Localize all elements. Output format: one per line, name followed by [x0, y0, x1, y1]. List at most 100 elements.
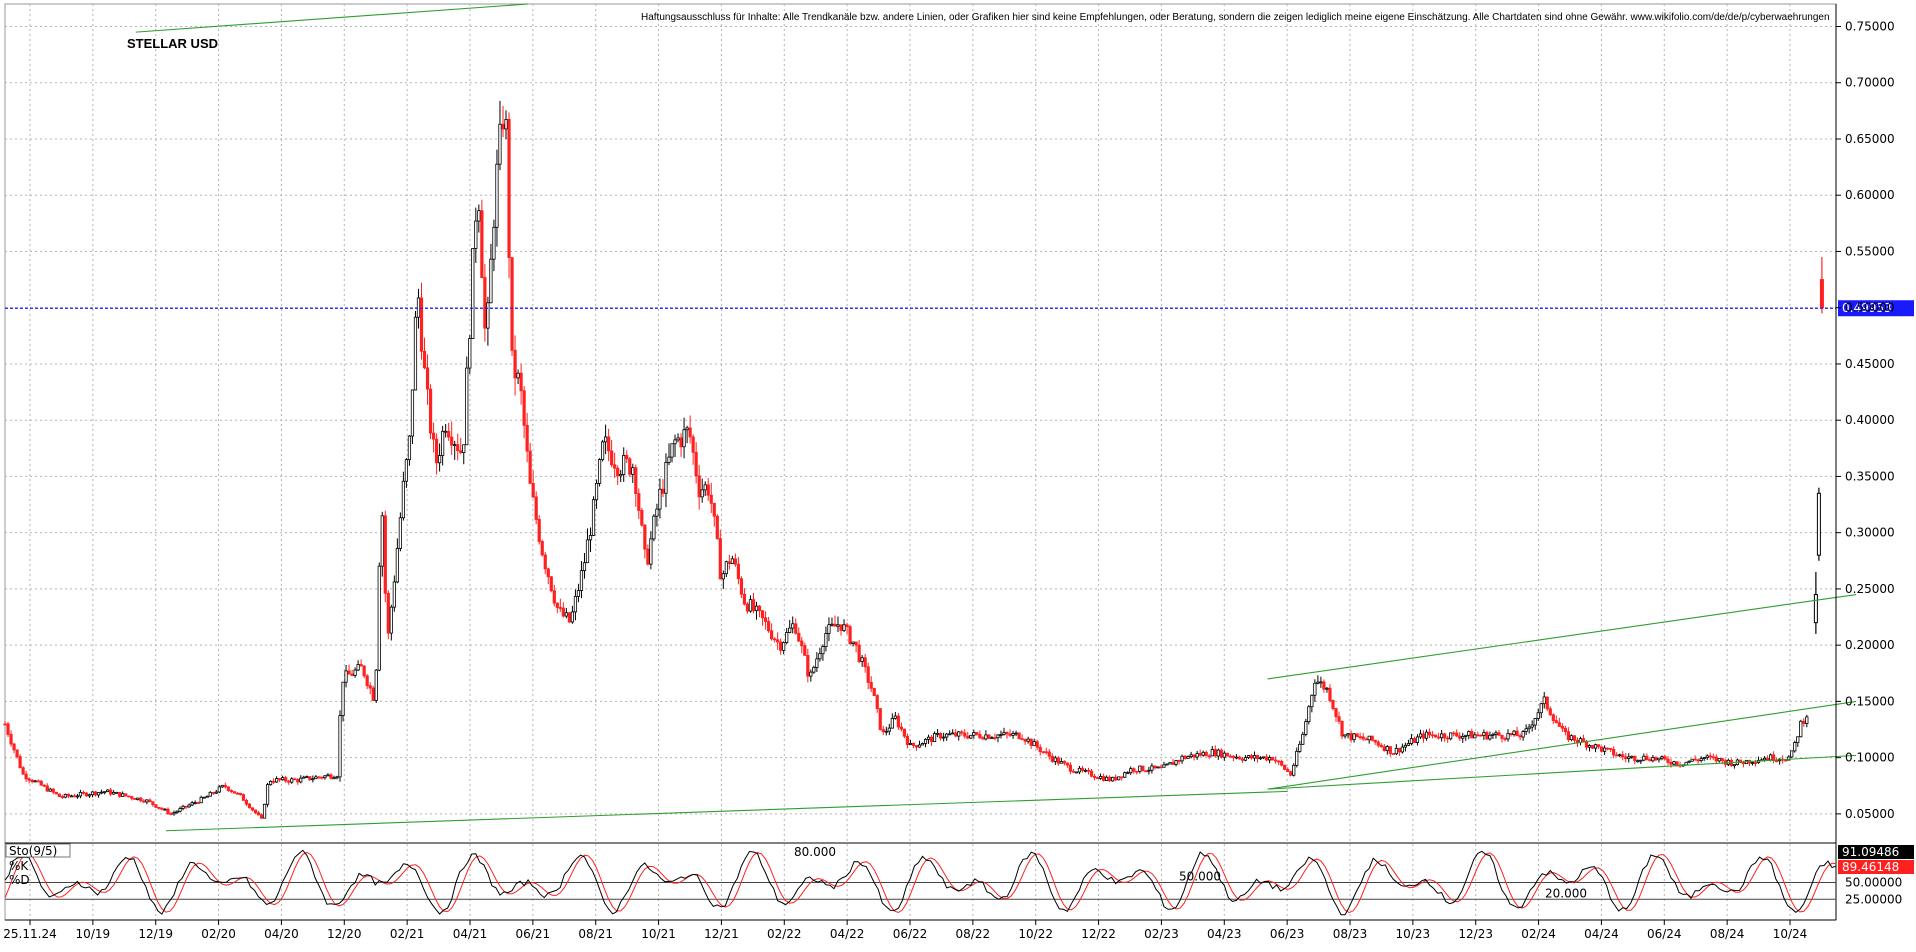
- candle-body: [48, 788, 52, 792]
- candle-body: [1409, 738, 1414, 744]
- candle-body: [1784, 759, 1788, 762]
- candle-body: [1234, 756, 1238, 759]
- candle-body: [1542, 696, 1546, 705]
- candle-body: [474, 220, 478, 249]
- candle-body: [30, 779, 34, 783]
- stoch-inline-label: 20.000: [1545, 886, 1587, 900]
- candle-body: [1105, 776, 1109, 781]
- candle-body: [1219, 749, 1223, 758]
- candle-body: [265, 784, 270, 805]
- candle-body: [1186, 756, 1190, 759]
- candle-body: [887, 727, 891, 732]
- candle-body: [160, 807, 164, 810]
- candle-body: [347, 670, 351, 675]
- candle-body: [462, 444, 466, 453]
- candle-body: [1089, 770, 1094, 777]
- candle-body: [999, 734, 1003, 736]
- candle-body: [486, 302, 490, 329]
- candle-body: [649, 538, 653, 565]
- price-candles: [3, 100, 1824, 819]
- candle-body: [1750, 762, 1755, 764]
- candle-body: [1382, 746, 1386, 751]
- candle-body: [154, 804, 158, 808]
- candle-body: [1014, 732, 1018, 735]
- candle-body: [1159, 766, 1163, 769]
- candle-body: [18, 756, 22, 769]
- candle-body: [413, 316, 418, 391]
- candle-body: [1732, 764, 1736, 767]
- candle-body: [709, 494, 713, 504]
- candle-body: [1491, 733, 1495, 736]
- trend-line: [135, 3, 529, 33]
- y-tick-label: 0.70000: [1845, 76, 1895, 90]
- candle-body: [1705, 755, 1709, 759]
- candle-body: [646, 548, 650, 565]
- candle-body: [1648, 759, 1652, 762]
- candle-body: [1313, 682, 1317, 696]
- candle-body: [1714, 756, 1718, 762]
- candle-body: [519, 372, 523, 392]
- candle-body: [166, 808, 170, 814]
- candle-body: [736, 563, 741, 580]
- candle-body: [766, 621, 771, 632]
- candle-body: [1168, 762, 1172, 765]
- candle-body: [631, 467, 635, 475]
- trend-line: [1267, 700, 1857, 790]
- candle-body: [1765, 757, 1770, 761]
- candle-body: [890, 718, 894, 729]
- candle-body: [235, 792, 239, 795]
- candle-body: [404, 459, 409, 482]
- candle-body: [1331, 700, 1335, 709]
- candle-body: [875, 695, 879, 709]
- candle-body: [1319, 681, 1323, 684]
- candle-body: [655, 508, 659, 517]
- candle-body: [1349, 733, 1353, 741]
- candle-body: [1044, 751, 1048, 754]
- candle-body: [172, 812, 176, 815]
- candle-body: [501, 123, 505, 130]
- candle-body: [262, 803, 267, 819]
- candle-body: [914, 745, 919, 748]
- x-tick-label: 12/20: [327, 927, 362, 941]
- candle-body: [1295, 751, 1299, 766]
- candle-body: [1509, 732, 1513, 736]
- candle-body: [1280, 761, 1284, 766]
- candle-body: [1787, 756, 1791, 761]
- candle-body: [528, 450, 532, 484]
- candle-body: [93, 791, 98, 796]
- candle-body: [1274, 759, 1278, 762]
- candle-body: [247, 803, 252, 809]
- candle-body: [308, 776, 312, 781]
- candle-body: [178, 808, 182, 812]
- candle-body: [1189, 754, 1193, 757]
- candle-body: [1304, 721, 1308, 735]
- candle-body: [1026, 738, 1030, 742]
- candle-body: [151, 801, 155, 806]
- candle-body: [1424, 731, 1429, 739]
- candle-body: [1708, 755, 1712, 758]
- candle-body: [667, 456, 671, 463]
- stoch-inline-label: 50.000: [1179, 870, 1221, 884]
- candle-body: [1029, 738, 1033, 746]
- candle-body: [1249, 755, 1254, 759]
- candle-body: [1639, 759, 1643, 762]
- candle-body: [1464, 734, 1468, 737]
- candle-body: [196, 802, 200, 804]
- x-tick-label: 02/24: [1521, 927, 1556, 941]
- candle-body: [1696, 759, 1700, 762]
- candle-body: [1252, 755, 1257, 759]
- candle-body: [929, 736, 934, 743]
- candle-body: [1455, 732, 1459, 737]
- candle-body: [1412, 738, 1417, 743]
- x-tick-label: 08/24: [1710, 927, 1745, 941]
- candle-body: [1609, 747, 1613, 750]
- candle-body: [1660, 756, 1664, 759]
- candle-body: [757, 605, 762, 612]
- candle-body: [1117, 776, 1121, 781]
- candle-body: [419, 297, 424, 352]
- candle-body: [302, 776, 306, 779]
- candle-body: [1352, 733, 1356, 741]
- candle-body: [981, 737, 985, 740]
- candle-body: [453, 444, 457, 446]
- candle-body: [1325, 687, 1329, 690]
